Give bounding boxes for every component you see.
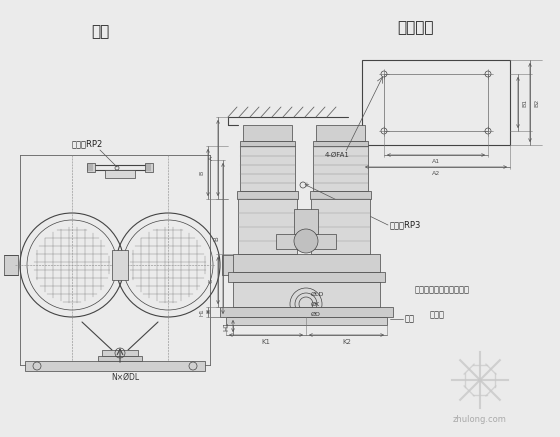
Text: 隔振垫（隔振器）规格：: 隔振垫（隔振器）规格： bbox=[415, 285, 470, 295]
Text: 4-ØFA1: 4-ØFA1 bbox=[325, 152, 350, 158]
Bar bbox=[384, 74, 488, 131]
Bar bbox=[222, 255, 236, 275]
Text: ØD: ØD bbox=[311, 312, 321, 316]
Text: C: C bbox=[209, 278, 214, 283]
Bar bbox=[220, 307, 393, 317]
Bar bbox=[237, 191, 298, 199]
Bar bbox=[313, 141, 368, 146]
Bar bbox=[240, 146, 295, 191]
Bar bbox=[240, 141, 295, 146]
Text: +: + bbox=[303, 182, 309, 188]
Bar bbox=[243, 125, 292, 141]
Text: H1: H1 bbox=[199, 308, 204, 316]
Text: A1: A1 bbox=[432, 159, 440, 164]
Text: H1: H1 bbox=[223, 321, 229, 331]
Text: 底板尺寸: 底板尺寸 bbox=[396, 21, 433, 35]
Text: N×ØDL: N×ØDL bbox=[111, 372, 139, 382]
Bar bbox=[233, 282, 380, 307]
Bar bbox=[362, 60, 510, 145]
Text: A: A bbox=[209, 156, 214, 160]
Text: B: B bbox=[199, 170, 204, 175]
Text: ØLD: ØLD bbox=[311, 291, 324, 296]
Text: B2: B2 bbox=[534, 98, 539, 107]
Text: 隔振垫: 隔振垫 bbox=[430, 311, 445, 319]
Bar bbox=[105, 170, 135, 178]
Bar bbox=[238, 199, 297, 254]
Bar bbox=[98, 356, 142, 361]
Text: 底板: 底板 bbox=[405, 315, 415, 323]
Bar bbox=[25, 361, 205, 371]
Bar bbox=[112, 250, 128, 280]
Text: zhulong.com: zhulong.com bbox=[453, 416, 507, 424]
Text: ØK: ØK bbox=[311, 302, 320, 306]
Text: 排气口RP3: 排气口RP3 bbox=[390, 221, 421, 229]
Bar bbox=[145, 163, 153, 172]
Text: K2: K2 bbox=[342, 339, 351, 345]
Bar bbox=[226, 317, 387, 325]
Bar bbox=[87, 163, 95, 172]
Text: B1: B1 bbox=[522, 98, 527, 107]
Bar bbox=[233, 254, 380, 272]
Bar bbox=[4, 255, 18, 275]
Bar bbox=[311, 199, 370, 254]
Bar bbox=[310, 191, 371, 199]
Bar bbox=[228, 272, 385, 282]
Text: A2: A2 bbox=[432, 171, 440, 176]
Bar bbox=[276, 234, 336, 249]
Circle shape bbox=[294, 229, 318, 253]
Bar bbox=[313, 146, 368, 191]
Text: K1: K1 bbox=[262, 339, 270, 345]
Text: 测压口RP2: 测压口RP2 bbox=[72, 139, 103, 149]
Text: 型号: 型号 bbox=[91, 24, 109, 39]
Text: B: B bbox=[213, 236, 219, 241]
Bar bbox=[294, 209, 318, 234]
Bar bbox=[102, 350, 138, 356]
Bar bbox=[316, 125, 365, 141]
